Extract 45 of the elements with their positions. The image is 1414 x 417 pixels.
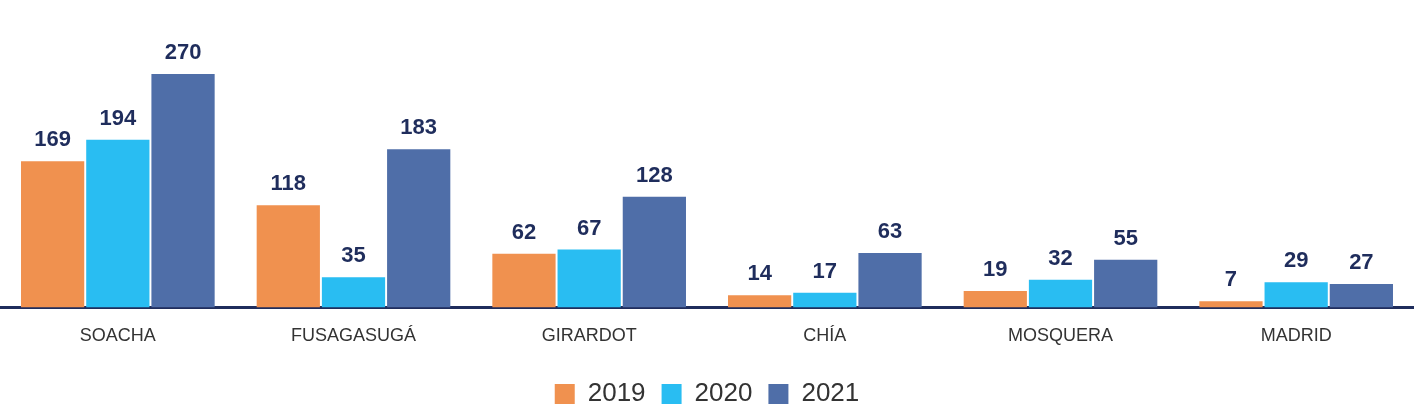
x-tick-label: MOSQUERA bbox=[1007, 325, 1114, 346]
bar bbox=[557, 249, 621, 308]
x-tick-label: SOACHA bbox=[79, 325, 156, 346]
bar bbox=[492, 253, 556, 308]
data-label: 14 bbox=[747, 260, 773, 286]
bar bbox=[858, 252, 922, 308]
bar bbox=[86, 139, 150, 308]
x-tick-label: GIRARDOT bbox=[541, 325, 637, 346]
bar bbox=[21, 161, 85, 308]
data-label: 118 bbox=[270, 170, 307, 196]
x-tick-label: MADRID bbox=[1260, 325, 1332, 346]
data-label: 183 bbox=[400, 114, 438, 140]
bar bbox=[387, 149, 451, 308]
bar bbox=[1094, 259, 1158, 308]
data-label: 32 bbox=[1048, 244, 1073, 270]
data-label: 62 bbox=[511, 218, 537, 244]
bar bbox=[1199, 301, 1263, 308]
bar bbox=[1264, 282, 1328, 308]
data-label: 194 bbox=[99, 104, 137, 130]
data-label: 63 bbox=[877, 217, 903, 243]
bar bbox=[151, 73, 215, 308]
data-label: 17 bbox=[812, 257, 838, 283]
data-label: 29 bbox=[1283, 247, 1309, 273]
bar bbox=[728, 295, 792, 308]
data-label: 55 bbox=[1113, 224, 1138, 250]
x-tick-label: CHÍA bbox=[803, 325, 847, 346]
bar bbox=[321, 277, 386, 308]
data-label: 35 bbox=[341, 242, 366, 268]
bar bbox=[256, 205, 320, 308]
data-label: 270 bbox=[164, 39, 202, 64]
bar bbox=[963, 290, 1027, 308]
data-label: 27 bbox=[1349, 249, 1374, 275]
bar bbox=[793, 292, 857, 308]
data-label: 169 bbox=[34, 126, 71, 152]
data-label: 128 bbox=[636, 161, 673, 187]
bar bbox=[1028, 279, 1093, 308]
bar bbox=[622, 196, 686, 308]
bar bbox=[1329, 284, 1393, 308]
data-label: 7 bbox=[1224, 266, 1238, 292]
data-label: 19 bbox=[983, 256, 1008, 282]
x-tick-label: FUSAGASUGÁ bbox=[290, 325, 417, 346]
data-label: 67 bbox=[576, 214, 602, 240]
legend-label: 2021 bbox=[801, 377, 860, 408]
legend-label: 2019 bbox=[587, 377, 646, 408]
legend-label: 2020 bbox=[694, 377, 753, 408]
